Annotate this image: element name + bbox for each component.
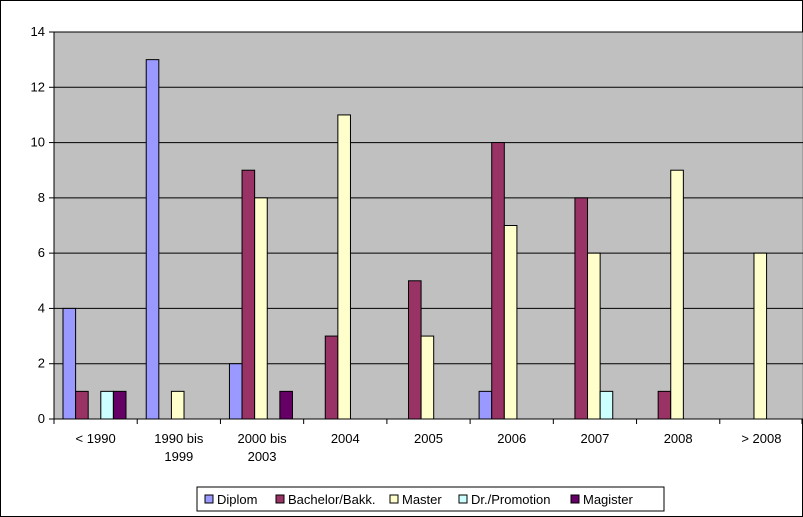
x-tick-label: 2007 [580,431,609,446]
bar-bachelor-bakk- [574,197,589,420]
legend-swatch [275,494,285,504]
x-tick-label: 1990 bis [154,431,204,446]
legend-swatch [458,494,468,504]
legend-swatch [570,494,580,504]
bar-diplom [62,307,77,420]
bar-dr-promotion [100,390,114,420]
x-tick-label: 2008 [664,431,693,446]
y-tick-label: 14 [31,24,45,39]
x-tick-label: > 2008 [741,431,781,446]
bar-master [503,225,518,420]
x-tick-label: 2006 [497,431,526,446]
bar-magister [279,390,293,420]
x-tick-label: 2003 [248,449,277,464]
bar-master [587,252,601,420]
bar-bachelor-bakk- [407,280,422,420]
legend-label: Dr./Promotion [471,492,550,507]
y-tick-label: 10 [31,135,45,150]
y-tick-label: 2 [38,356,45,371]
y-tick-label: 6 [38,245,45,260]
bar-bachelor-bakk- [75,390,89,420]
bar-master [670,169,684,420]
legend-swatch [204,494,214,504]
bar-diplom [145,59,160,420]
bar-master [420,335,435,420]
legend-label: Magister [583,492,634,507]
y-tick-label: 4 [38,300,45,315]
y-tick-label: 0 [38,411,45,426]
y-tick-label: 12 [31,79,45,94]
legend [196,486,665,512]
bar-magister [112,390,127,420]
x-tick-label: 2000 bis [237,431,287,446]
legend-label: Master [402,492,442,507]
legend-label: Diplom [217,492,257,507]
x-tick-label: < 1990 [76,431,116,446]
bar-master [170,390,185,420]
x-tick-label: 2005 [414,431,443,446]
y-tick-label: 8 [38,190,45,205]
legend-label: Bachelor/Bakk. [288,492,375,507]
bar-bachelor-bakk- [324,335,339,420]
bar-master [753,252,768,420]
bar-bachelor-bakk- [657,390,672,420]
bar-diplom [228,363,243,420]
bar-bachelor-bakk- [491,142,505,420]
legend-swatch [389,494,399,504]
bar-dr-promotion [599,390,614,420]
x-tick-label: 1999 [164,449,193,464]
bar-diplom [478,390,493,420]
bar-master [254,197,268,420]
bar-master [337,114,351,420]
x-tick-label: 2004 [331,431,360,446]
bar-bachelor-bakk- [241,169,256,420]
